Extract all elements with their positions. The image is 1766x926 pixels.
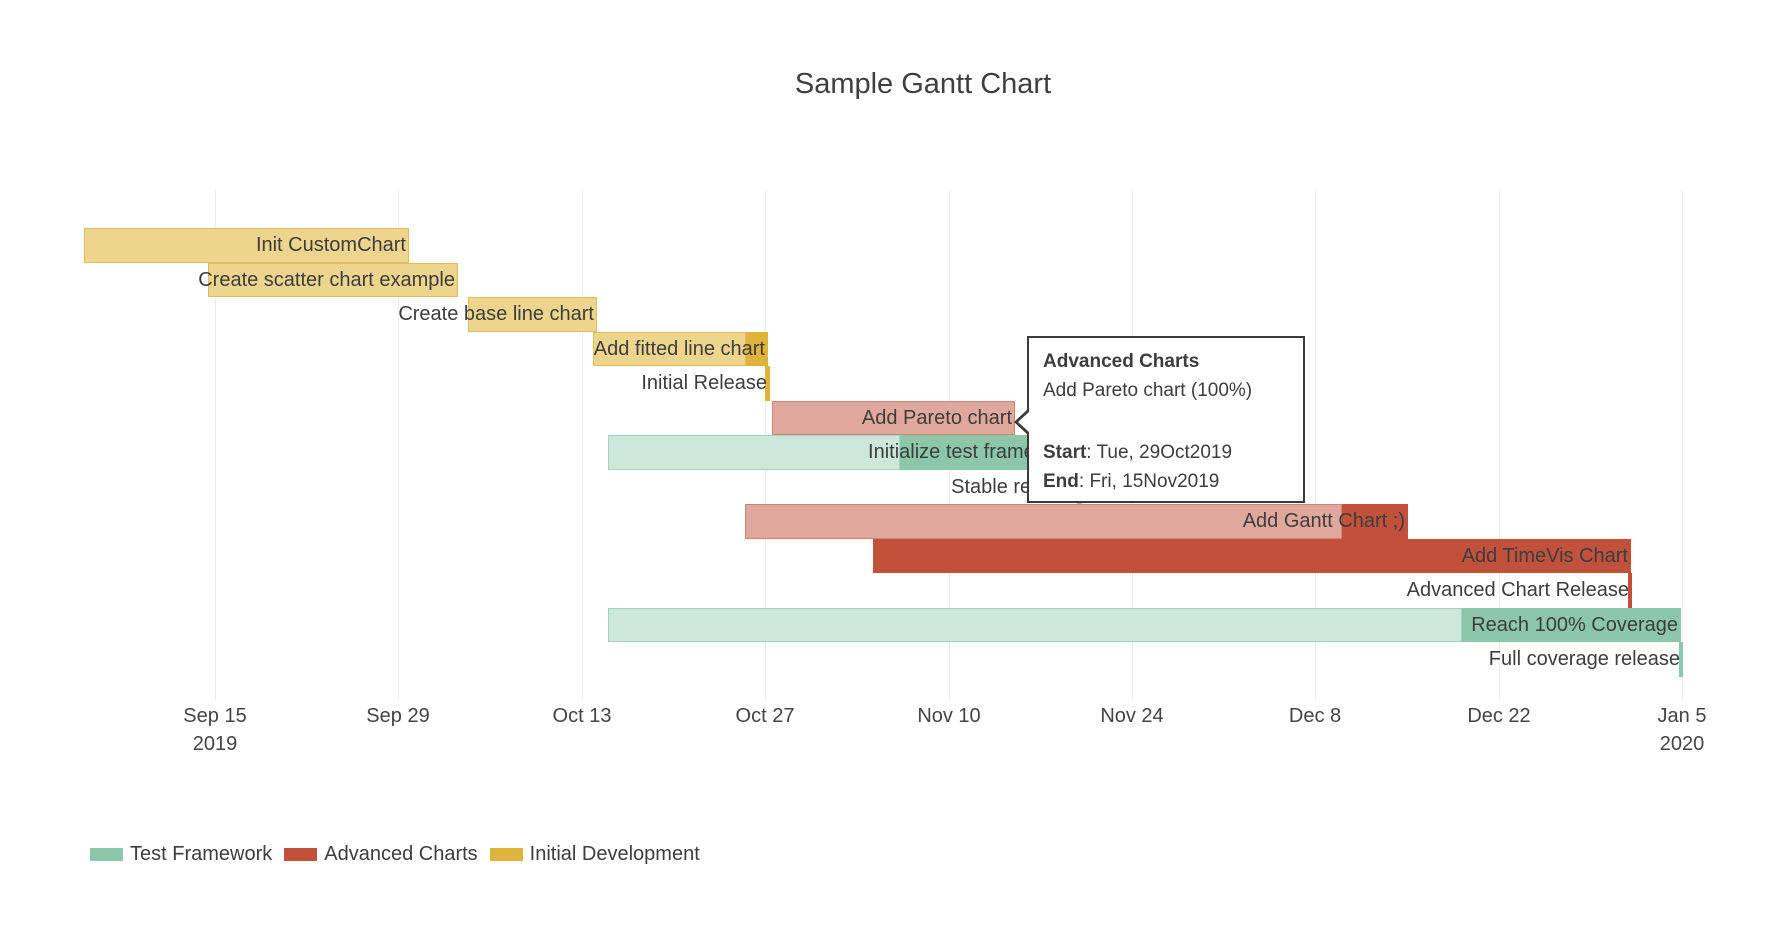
task-label: Reach 100% Coverage	[1471, 613, 1678, 636]
chart-title: Sample Gantt Chart	[794, 68, 1052, 100]
task-bar-segment[interactable]	[746, 331, 768, 366]
task-label: Full coverage release	[1488, 648, 1680, 670]
legend-swatch	[489, 848, 523, 861]
task-bar-segment[interactable]	[593, 331, 746, 366]
task-label: Advanced Chart Release	[1406, 579, 1629, 601]
task-label: Create base line chart	[398, 303, 594, 325]
x-tick-label: Jan 5 2020	[1658, 702, 1707, 758]
tooltip-task: Add Pareto chart (100%)	[1043, 380, 1253, 401]
task-label: Create scatter chart example	[198, 268, 455, 291]
task-bar-segment[interactable]	[608, 435, 900, 470]
legend-swatch	[284, 848, 318, 861]
task-bar-segment[interactable]	[608, 607, 1462, 642]
task-label: Add fitted line chart	[593, 337, 765, 360]
tooltip-start-key: Start	[1043, 442, 1087, 463]
x-tick-label: Nov 10	[917, 705, 981, 727]
legend-label: Initial Development	[529, 843, 700, 865]
x-tick-sublabel: 2019	[192, 733, 238, 755]
task-bar-segment[interactable]	[745, 504, 1342, 539]
gridline	[1682, 190, 1683, 700]
x-tick-label: Oct 27	[735, 705, 795, 727]
hover-tooltip: Advanced Charts Add Pareto chart (100%) …	[1014, 336, 1305, 503]
x-tick-sublabel: 2020	[1659, 733, 1705, 755]
task-bar-segment[interactable]	[1462, 607, 1681, 642]
gridline	[215, 190, 216, 700]
task-label: Add Pareto chart	[861, 406, 1012, 429]
x-tick-label: Sep 29	[366, 705, 430, 727]
task-label: Initial Release	[641, 372, 767, 394]
task-label: Initialize test framework	[868, 441, 1077, 463]
tooltip-spacer	[1043, 405, 1289, 438]
task-bar-segment[interactable]	[84, 228, 409, 263]
legend: Test Framework Advanced Charts Initial Dev…	[90, 843, 700, 866]
gridline	[1315, 190, 1316, 700]
tooltip-end-key: End	[1043, 471, 1079, 492]
legend-label: Advanced Charts	[324, 843, 478, 865]
task-label: Add Gantt Chart ;)	[1242, 510, 1405, 532]
gridline	[582, 190, 583, 700]
tooltip-arrow-icon-fill	[1018, 411, 1030, 433]
task-bar-segment[interactable]	[468, 297, 597, 332]
task-label: Add TimeVis Chart	[1461, 544, 1628, 567]
legend-item-advanced-charts[interactable]: Advanced Charts	[284, 843, 478, 866]
legend-item-test-framework[interactable]: Test Framework	[90, 843, 272, 866]
tooltip-group: Advanced Charts	[1043, 351, 1200, 372]
x-tick-label: Dec 8	[1288, 705, 1342, 727]
milestone-marker	[1679, 642, 1683, 677]
task-bar-segment[interactable]	[1342, 504, 1408, 539]
milestone-marker	[1628, 573, 1632, 608]
legend-item-initial-development[interactable]: Initial Development	[489, 843, 700, 866]
tooltip-start-value: : Tue, 29Oct2019	[1086, 442, 1233, 463]
tooltip-end: End: Fri, 15Nov2019	[1043, 467, 1289, 496]
task-label: Init CustomChart	[255, 234, 406, 256]
task-bar-segment[interactable]	[873, 538, 1631, 573]
milestone-marker	[765, 366, 770, 401]
x-tick-label: Nov 24	[1100, 705, 1164, 727]
task-bar-segment[interactable]	[772, 400, 1015, 435]
gridline	[1499, 190, 1500, 700]
legend-label: Test Framework	[130, 843, 273, 865]
x-tick-label: Dec 22	[1467, 705, 1531, 727]
tooltip-start: Start: Tue, 29Oct2019	[1043, 438, 1289, 467]
x-tick-label: Sep 15 2019	[183, 702, 246, 758]
gridline	[398, 190, 399, 700]
legend-swatch	[90, 848, 123, 861]
task-bar-segment[interactable]	[208, 262, 458, 297]
tooltip-end-value: : Fri, 15Nov2019	[1078, 471, 1220, 492]
x-tick-label: Oct 13	[552, 705, 612, 727]
